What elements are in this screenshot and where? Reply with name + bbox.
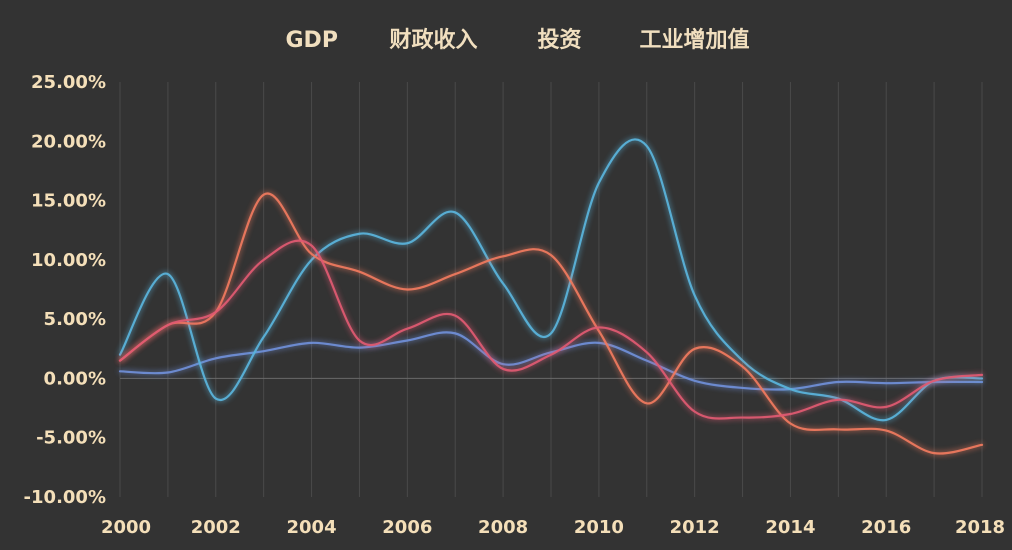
series-lines — [118, 138, 984, 455]
legend-label-1: 财政收入 — [390, 27, 478, 53]
x-tick-label: 2016 — [861, 517, 911, 538]
legend: GDP 财政收入 投资 工业增加值 — [250, 27, 750, 53]
y-tick-label: -10.00% — [24, 487, 106, 508]
x-tick-label: 2014 — [765, 517, 815, 538]
series-line-3 — [118, 239, 984, 420]
y-tick-label: 20.00% — [31, 131, 106, 152]
x-tick-label: 2012 — [670, 517, 720, 538]
axes: 25.00% 20.00% 15.00% 10.00% 5.00% 0.00% -5.00%… — [24, 72, 1006, 538]
series-line-2 — [118, 192, 984, 455]
legend-label-2: 投资 — [538, 28, 582, 53]
x-tick-label: 2010 — [574, 517, 624, 538]
y-tick-label: -5.00% — [36, 428, 106, 449]
y-tick-label: 5.00% — [44, 309, 106, 330]
y-tick-label: 25.00% — [31, 72, 106, 93]
x-tick-label: 2002 — [191, 517, 241, 538]
series-line-0 — [118, 331, 984, 391]
x-tick-label: 2018 — [955, 517, 1005, 538]
x-tick-label: 2004 — [287, 517, 337, 538]
x-tick-label: 2008 — [478, 517, 528, 538]
x-tick-label: 2006 — [382, 517, 432, 538]
y-tick-label: 15.00% — [31, 191, 106, 212]
grid — [119, 82, 983, 497]
y-tick-label: 10.00% — [31, 250, 106, 271]
legend-label-3: 工业增加值 — [640, 27, 750, 53]
series-line-1 — [118, 138, 984, 422]
x-tick-label: 2000 — [101, 517, 151, 538]
legend-label-0: GDP — [286, 28, 338, 53]
y-tick-label: 0.00% — [44, 368, 106, 389]
